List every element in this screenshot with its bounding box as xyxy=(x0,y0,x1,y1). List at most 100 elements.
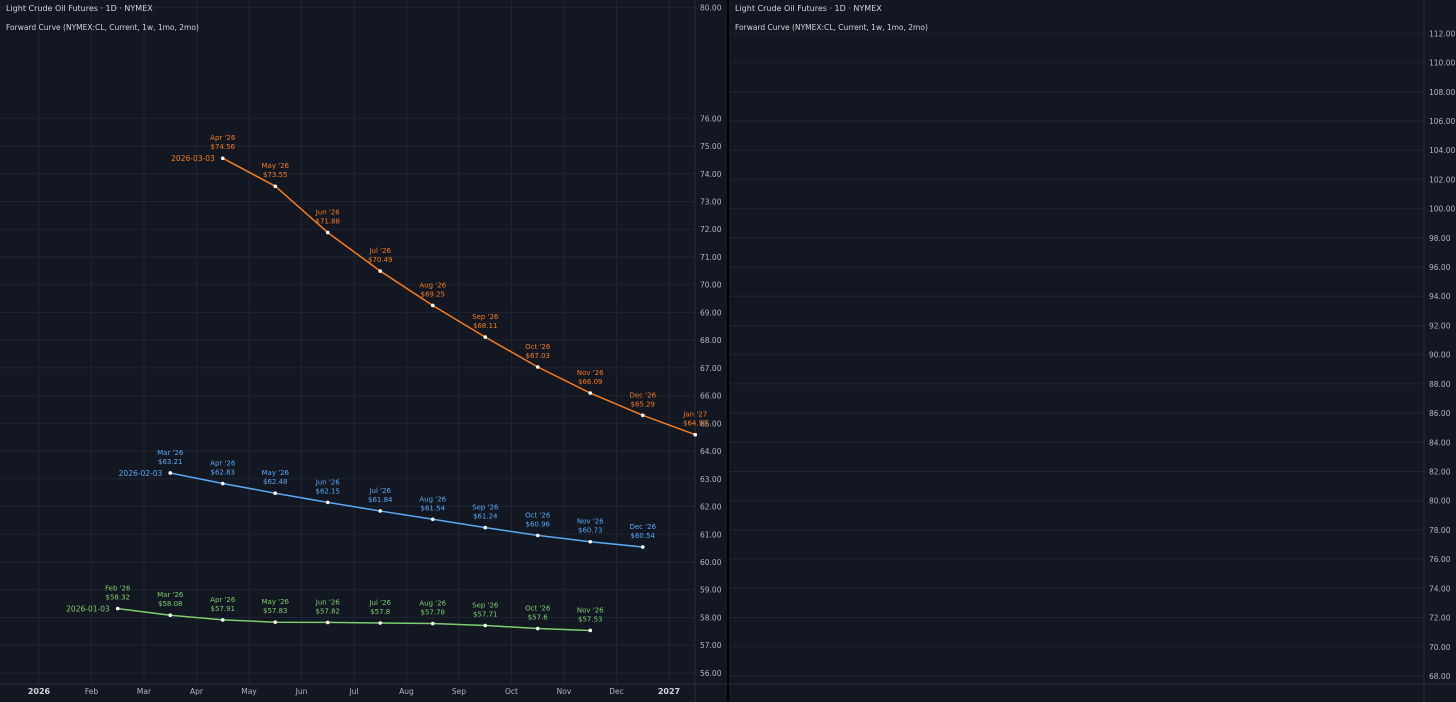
data-point[interactable] xyxy=(273,184,278,189)
price-label: $57.6 xyxy=(528,614,549,622)
price-label: $66.09 xyxy=(578,378,603,386)
price-axis[interactable]: 68.00 70.00 72.00 74.00 76.00 78.00 80.00 82.00… xyxy=(1429,29,1455,681)
data-point[interactable] xyxy=(483,335,488,339)
forward-curve-chart-2026[interactable]: 56.00 57.00 58.00 59.00 60.00 61.00 62.00 63.00… xyxy=(0,0,727,702)
price-label: $58.32 xyxy=(106,594,131,602)
time-axis[interactable]: 2026 Feb Mar Apr May Jun Jul Aug Sep Oct Nov Dec 202… xyxy=(28,687,680,696)
series-date-label: 2026-03-03 xyxy=(171,154,215,163)
contract-label: Sep '26 xyxy=(472,313,499,321)
x-tick-label: 2026 xyxy=(28,687,51,696)
y-tick-label: 86.00 xyxy=(1429,409,1451,418)
series-line xyxy=(170,472,643,548)
price-label: $57.8 xyxy=(370,608,390,616)
contract-label: Jun '26 xyxy=(315,598,341,606)
chart-title: Light Crude Oil Futures · 1D · NYMEX xyxy=(6,4,153,13)
data-point[interactable] xyxy=(115,606,120,611)
price-axis[interactable]: 56.00 57.00 58.00 59.00 60.00 61.00 62.00 63.00… xyxy=(700,3,722,678)
y-tick-label: 60.00 xyxy=(700,558,722,567)
y-tick-label: 76.00 xyxy=(700,114,722,123)
y-tick-label: 59.00 xyxy=(700,586,722,595)
price-label: $68.11 xyxy=(473,322,498,330)
data-point[interactable] xyxy=(220,156,225,161)
data-point[interactable] xyxy=(430,517,435,522)
contract-label: Apr '26 xyxy=(210,460,236,468)
data-point[interactable] xyxy=(535,365,540,369)
data-point[interactable] xyxy=(273,620,278,624)
contract-label: Nov '26 xyxy=(577,369,604,377)
price-label: $57.53 xyxy=(578,615,603,623)
x-tick-label: May xyxy=(241,687,257,696)
y-tick-label: 96.00 xyxy=(1429,263,1451,272)
price-label: $57.71 xyxy=(473,610,498,618)
data-point[interactable] xyxy=(693,432,698,437)
series-line xyxy=(222,157,696,436)
chart-subtitle: Forward Curve (NYMEX:CL, Current, 1w, 1m… xyxy=(6,23,199,32)
y-tick-label: 64.00 xyxy=(700,447,722,456)
data-point[interactable] xyxy=(220,618,225,622)
data-point[interactable] xyxy=(378,509,383,513)
data-point[interactable] xyxy=(588,628,593,633)
contract-label: Oct '26 xyxy=(525,511,551,519)
contract-label: May '26 xyxy=(261,469,289,477)
contract-label: Nov '26 xyxy=(577,606,604,614)
data-point[interactable] xyxy=(378,269,383,273)
y-tick-label: 80.00 xyxy=(700,3,722,12)
contract-label: Apr '26 xyxy=(210,134,236,142)
contract-label: Aug '26 xyxy=(419,281,446,289)
data-point[interactable] xyxy=(430,621,435,626)
contract-label: Sep '26 xyxy=(472,504,499,512)
data-point[interactable] xyxy=(535,533,540,538)
y-tick-label: 112.00 xyxy=(1429,29,1455,38)
chart-panel-right: 68.00 70.00 72.00 74.00 76.00 78.00 80.00 82.00… xyxy=(729,0,1456,702)
price-label: $57.82 xyxy=(316,607,341,615)
forward-curve-chart-2022[interactable]: 68.00 70.00 72.00 74.00 76.00 78.00 80.00 82.00… xyxy=(729,0,1456,702)
data-point[interactable] xyxy=(325,620,330,625)
data-point[interactable] xyxy=(588,539,593,544)
y-tick-label: 73.00 xyxy=(700,197,722,206)
x-tick-label: Dec xyxy=(609,687,624,696)
y-tick-label: 102.00 xyxy=(1429,175,1455,184)
price-label: $60.54 xyxy=(631,532,656,540)
y-tick-label: 110.00 xyxy=(1429,59,1455,68)
series-2026-02-03[interactable]: Mar '26$63.21 Apr '26$62.83 May '26$62.48 J… xyxy=(119,449,657,549)
data-point[interactable] xyxy=(168,613,173,618)
y-tick-label: 94.00 xyxy=(1429,292,1451,301)
data-point[interactable] xyxy=(640,413,645,418)
chart-title: Light Crude Oil Futures · 1D · NYMEX xyxy=(735,4,882,13)
contract-label: Jul '26 xyxy=(368,599,391,607)
data-point[interactable] xyxy=(483,623,488,628)
y-tick-label: 75.00 xyxy=(700,142,722,151)
contract-label: May '26 xyxy=(261,162,289,170)
series-2026-01-03[interactable]: Feb '26$58.32 Mar '26$58.08 Apr '26$57.91 M… xyxy=(66,585,604,633)
contract-label: Dec '26 xyxy=(629,391,656,399)
data-point[interactable] xyxy=(325,500,330,505)
data-point[interactable] xyxy=(220,481,225,486)
data-point[interactable] xyxy=(588,391,593,395)
data-point[interactable] xyxy=(640,545,645,549)
x-tick-label: Sep xyxy=(452,687,466,696)
price-label: $62.48 xyxy=(263,478,288,486)
contract-label: Mar '26 xyxy=(157,591,184,599)
price-label: $62.15 xyxy=(316,487,341,495)
price-label: $74.56 xyxy=(211,143,236,151)
series-2026-03-03[interactable]: Apr '26$74.56 May '26$73.55 Jun '26$71.88 J… xyxy=(171,134,708,437)
y-tick-label: 74.00 xyxy=(700,170,722,179)
contract-label: Aug '26 xyxy=(419,495,446,503)
contract-label: Dec '26 xyxy=(629,523,656,531)
y-tick-label: 63.00 xyxy=(700,475,722,484)
contract-label: Oct '26 xyxy=(525,605,551,613)
data-point[interactable] xyxy=(430,303,435,308)
price-label: $57.91 xyxy=(211,605,236,613)
contract-label: Jun '26 xyxy=(315,478,341,486)
data-point[interactable] xyxy=(168,471,173,475)
data-point[interactable] xyxy=(483,525,488,530)
data-point[interactable] xyxy=(378,621,383,625)
x-tick-label: Jul xyxy=(348,687,358,696)
price-label: $61.24 xyxy=(473,513,498,521)
data-point[interactable] xyxy=(535,626,540,631)
y-tick-label: 67.00 xyxy=(700,364,722,373)
contract-label: Jul '26 xyxy=(368,247,391,255)
data-point[interactable] xyxy=(325,230,330,235)
y-tick-label: 76.00 xyxy=(1429,555,1451,564)
data-point[interactable] xyxy=(273,491,278,496)
